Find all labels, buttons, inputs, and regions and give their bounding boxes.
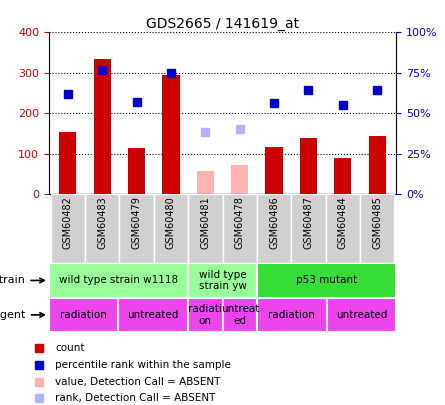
Bar [222, 194, 257, 263]
Bar [231, 165, 248, 194]
Text: count: count [55, 343, 85, 353]
Text: untreat
ed: untreat ed [221, 304, 259, 326]
Bar [326, 194, 360, 263]
Bar [49, 298, 118, 332]
Text: GSM60487: GSM60487 [303, 196, 313, 249]
Text: value, Detection Call = ABSENT: value, Detection Call = ABSENT [55, 377, 220, 387]
Text: GSM60482: GSM60482 [63, 196, 73, 249]
Bar [59, 132, 77, 194]
Text: p53 mutant: p53 mutant [296, 275, 357, 286]
Text: agent: agent [0, 310, 44, 320]
Bar [119, 194, 154, 263]
Bar [257, 194, 291, 263]
Bar [197, 171, 214, 194]
Bar [154, 194, 188, 263]
Bar [368, 136, 386, 194]
Bar [291, 194, 326, 263]
Text: radiation: radiation [60, 310, 107, 320]
Text: rank, Detection Call = ABSENT: rank, Detection Call = ABSENT [55, 393, 215, 403]
Bar [49, 263, 188, 298]
Title: GDS2665 / 141619_at: GDS2665 / 141619_at [146, 17, 299, 31]
Bar [188, 263, 257, 298]
Text: GSM60481: GSM60481 [200, 196, 210, 249]
Bar [334, 158, 352, 194]
Bar [51, 194, 85, 263]
Text: wild type strain w1118: wild type strain w1118 [59, 275, 178, 286]
Bar [360, 194, 394, 263]
Bar [257, 263, 396, 298]
Text: radiati
on: radiati on [188, 304, 222, 326]
Text: GSM60483: GSM60483 [97, 196, 107, 249]
Bar [266, 147, 283, 194]
Text: strain: strain [0, 275, 44, 286]
Text: percentile rank within the sample: percentile rank within the sample [55, 360, 231, 370]
Bar [327, 298, 396, 332]
Bar [188, 298, 222, 332]
Text: GSM60484: GSM60484 [338, 196, 348, 249]
Text: untreated: untreated [127, 310, 179, 320]
Bar [93, 59, 111, 194]
Bar [128, 148, 145, 194]
Bar [188, 194, 222, 263]
Bar [118, 298, 188, 332]
Bar [222, 298, 257, 332]
Text: GSM60480: GSM60480 [166, 196, 176, 249]
Bar [85, 194, 119, 263]
Bar [257, 298, 327, 332]
Bar [162, 75, 179, 194]
Bar [300, 138, 317, 194]
Text: radiation: radiation [268, 310, 316, 320]
Text: untreated: untreated [336, 310, 387, 320]
Text: GSM60485: GSM60485 [372, 196, 382, 249]
Text: GSM60486: GSM60486 [269, 196, 279, 249]
Text: wild type
strain yw: wild type strain yw [198, 270, 247, 291]
Text: GSM60478: GSM60478 [235, 196, 245, 249]
Text: GSM60479: GSM60479 [132, 196, 142, 249]
